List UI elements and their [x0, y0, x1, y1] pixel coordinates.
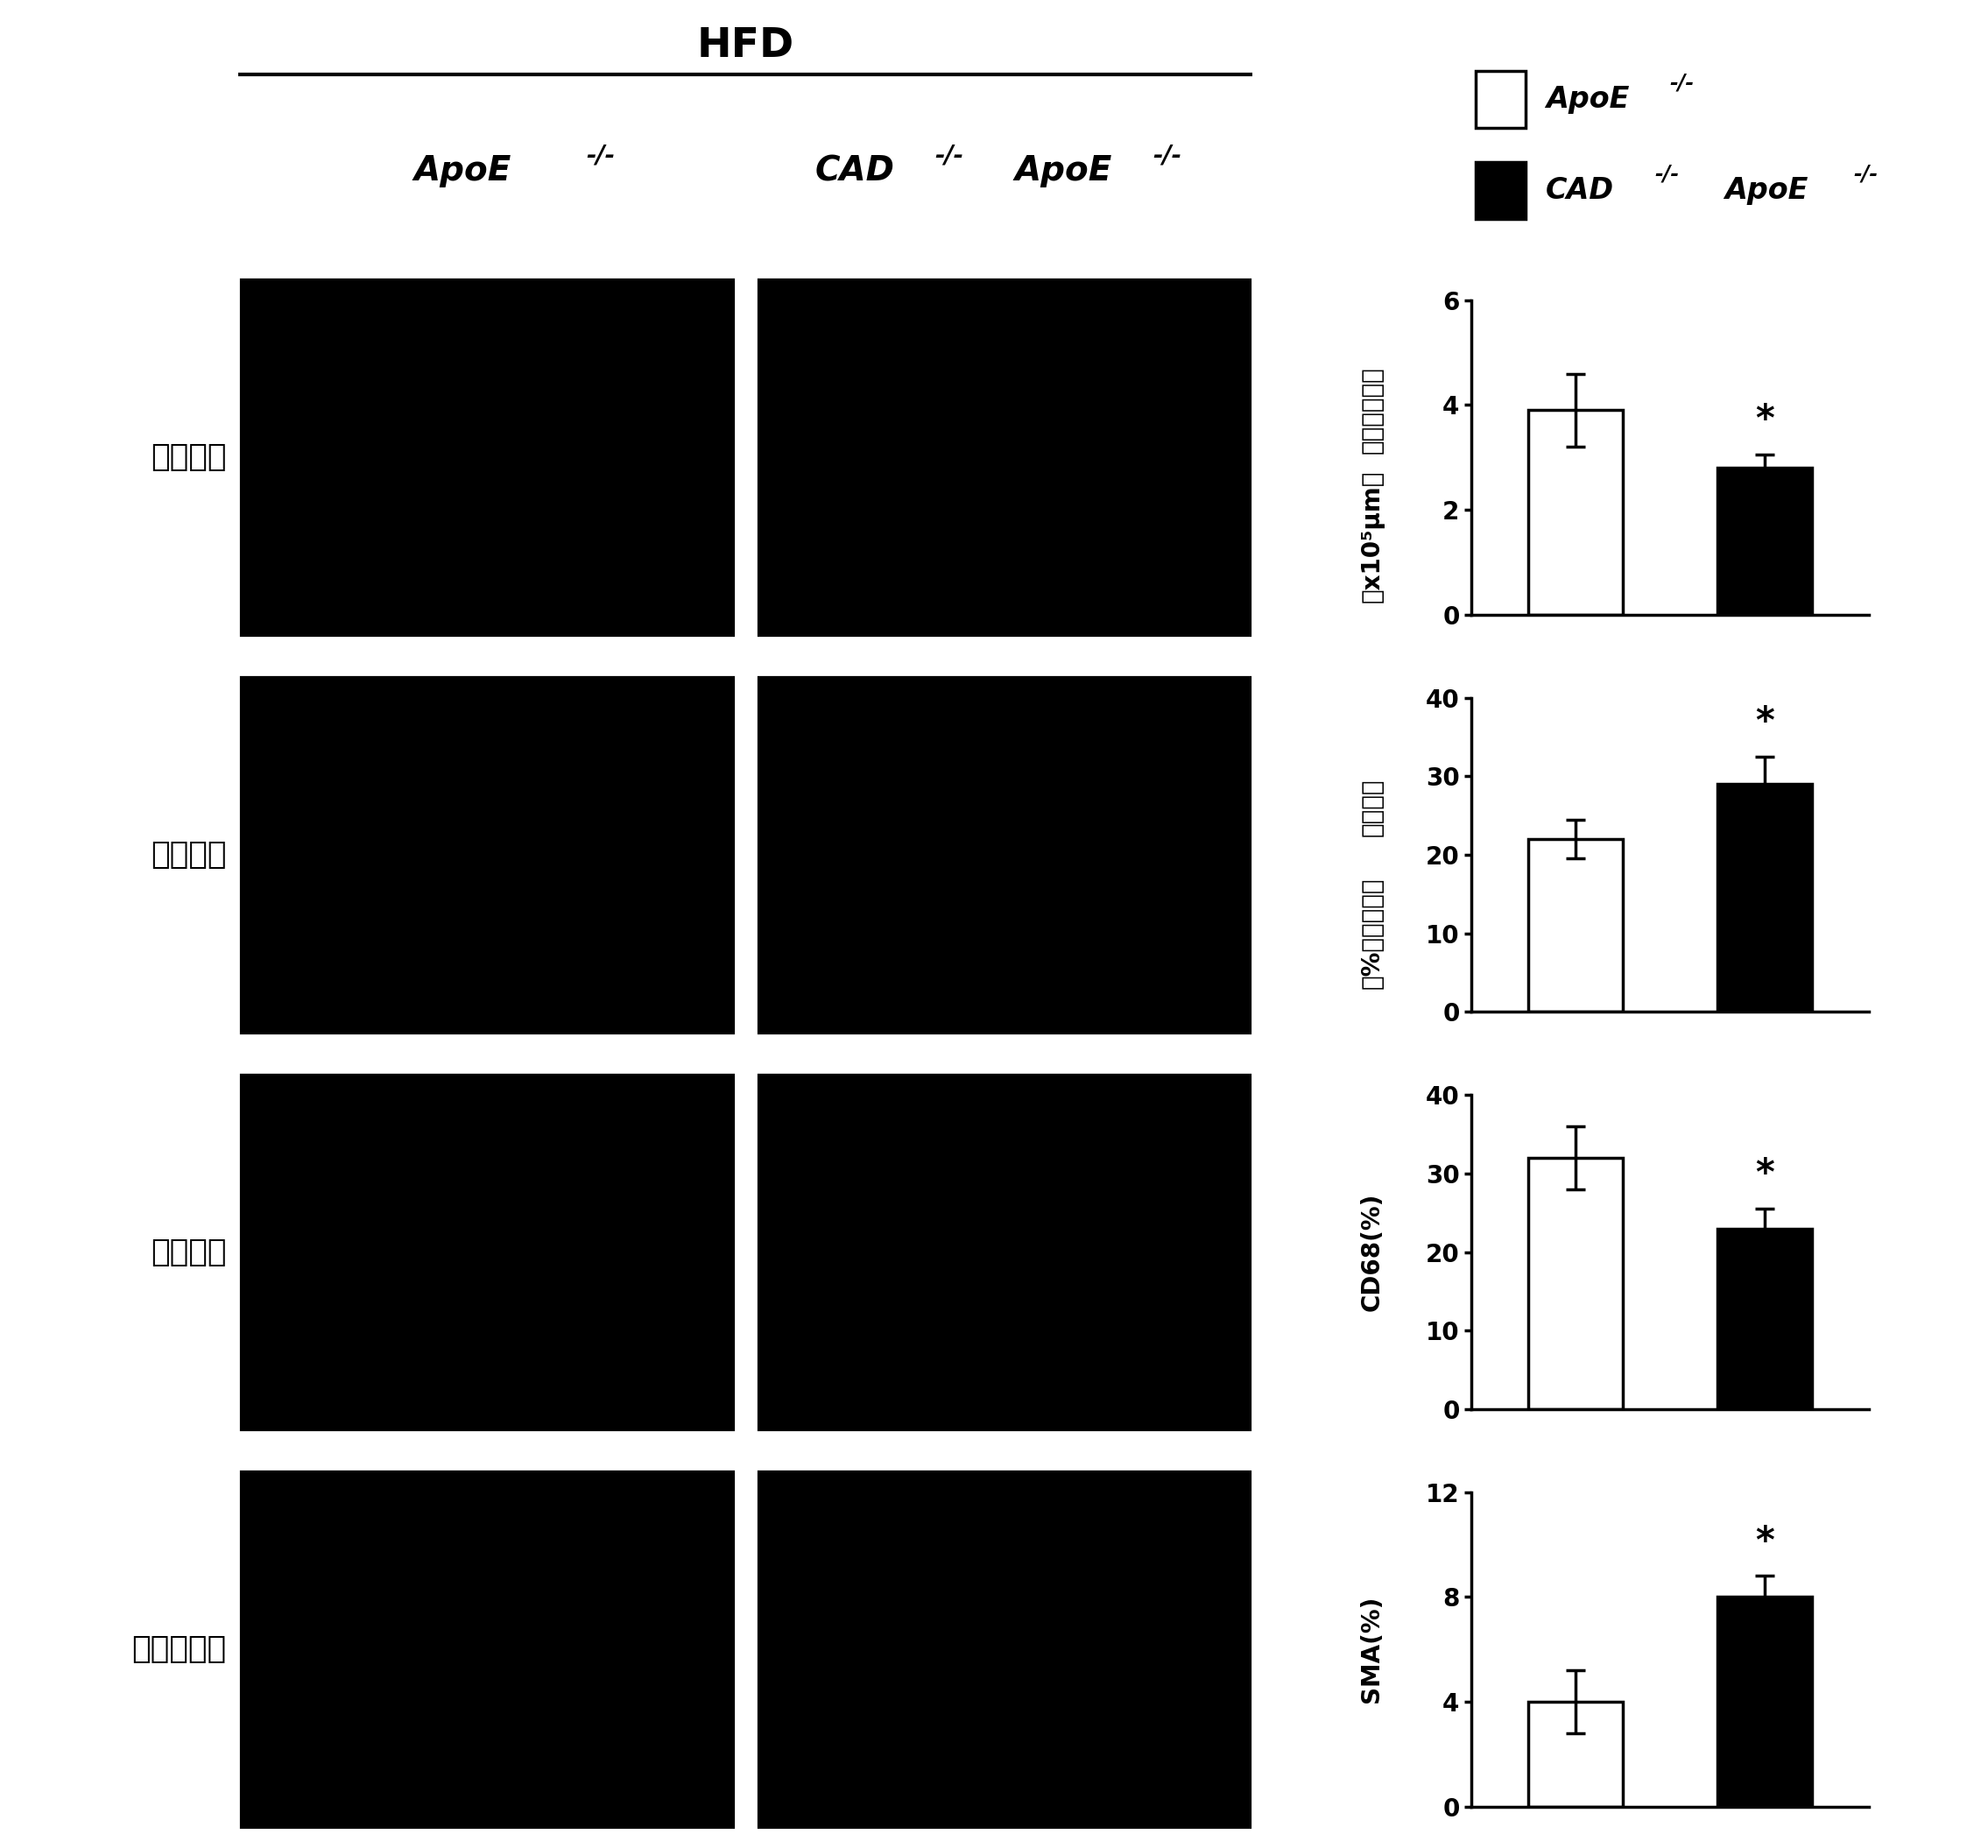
Text: （x10⁵μm）: （x10⁵μm） — [1360, 469, 1384, 602]
Text: CAD: CAD — [1547, 176, 1614, 205]
Text: 坏死中心面积: 坏死中心面积 — [1360, 366, 1384, 455]
Text: -/-: -/- — [934, 142, 964, 168]
Text: 巨噬细胞: 巨噬细胞 — [151, 1236, 227, 1268]
Bar — [1718, 1597, 1811, 1807]
Bar — [1718, 1229, 1811, 1408]
Text: CD68(%): CD68(%) — [1360, 1192, 1384, 1312]
Text: *: * — [1755, 704, 1773, 741]
Bar — [1529, 1702, 1622, 1807]
Bar — [1475, 163, 1527, 218]
Text: -/-: -/- — [1670, 72, 1694, 92]
Bar — [1529, 1157, 1622, 1408]
Text: SMA(%): SMA(%) — [1360, 1597, 1384, 1702]
Text: ApoE: ApoE — [414, 153, 511, 188]
Bar — [1475, 70, 1527, 128]
Text: -/-: -/- — [586, 142, 616, 168]
Text: -/-: -/- — [1656, 164, 1680, 185]
Text: *: * — [1755, 403, 1773, 440]
Text: -/-: -/- — [1855, 164, 1879, 185]
Text: *: * — [1755, 1523, 1773, 1560]
Text: ApoE: ApoE — [1014, 153, 1113, 188]
Text: （%斑块面积）: （%斑块面积） — [1360, 878, 1384, 989]
Bar — [1529, 839, 1622, 1013]
Bar — [1718, 784, 1811, 1013]
Text: -/-: -/- — [1153, 142, 1183, 168]
Text: 胶原比例: 胶原比例 — [1360, 778, 1384, 837]
Text: CAD: CAD — [815, 153, 895, 188]
Bar — [1718, 468, 1811, 614]
Text: *: * — [1755, 1157, 1773, 1194]
Text: ApoE: ApoE — [1547, 85, 1630, 113]
Text: ApoE: ApoE — [1726, 176, 1809, 205]
Text: HFD: HFD — [696, 26, 795, 67]
Text: 平滑肌细胞: 平滑肌细胞 — [131, 1634, 227, 1665]
Text: 坏死中心: 坏死中心 — [151, 442, 227, 473]
Bar — [1529, 410, 1622, 614]
Text: 胶原成分: 胶原成分 — [151, 839, 227, 870]
